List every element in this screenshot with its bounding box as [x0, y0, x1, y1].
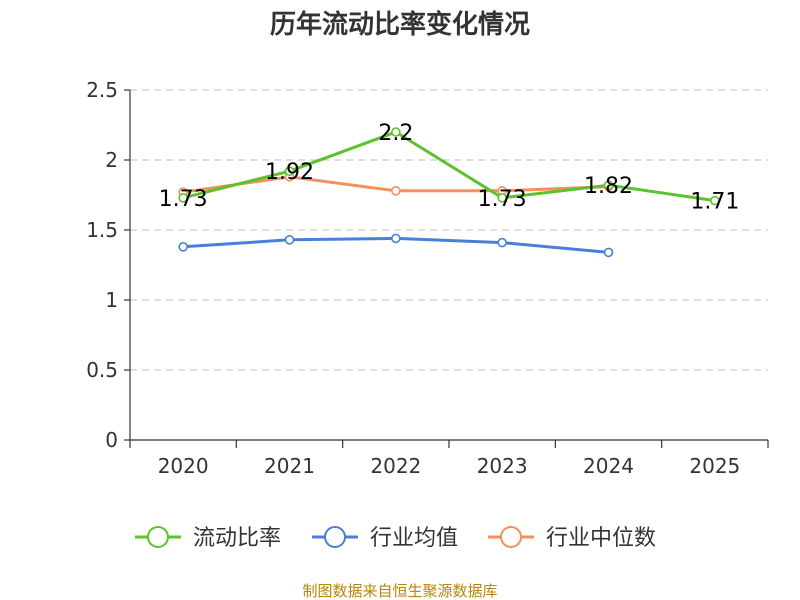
- x-tick-label: 2025: [689, 454, 740, 478]
- data-label: 1.71: [690, 190, 739, 215]
- x-tick-label: 2020: [158, 454, 209, 478]
- data-point: [497, 237, 507, 248]
- x-tick-label: 2024: [583, 454, 634, 478]
- y-tick-label: 1.5: [86, 218, 118, 242]
- legend-marker: [147, 526, 169, 548]
- series-line-0: [182, 130, 716, 203]
- grid-lines: [130, 89, 768, 371]
- data-point: [284, 235, 295, 245]
- data-label: 1.73: [159, 187, 208, 212]
- data-point: [284, 166, 295, 176]
- y-tick-label: 0.5: [86, 358, 118, 382]
- legend-marker: [324, 526, 346, 548]
- chart-title: 历年流动比率变化情况: [270, 9, 530, 40]
- data-labels: 1.73 1.92 2.2 1.73 1.82 1.71: [159, 121, 740, 215]
- data-label: 1.73: [478, 187, 527, 212]
- data-point: [178, 242, 188, 252]
- data-point: [178, 193, 188, 203]
- legend[interactable]: 流动比率 行业均值 行业中位数: [135, 526, 656, 551]
- data-point: [603, 180, 614, 190]
- x-tick-label: 2021: [264, 454, 315, 478]
- data-point: [603, 247, 614, 258]
- x-tick-label: 2022: [370, 454, 421, 478]
- data-label: 1.92: [265, 160, 314, 185]
- y-tick-label: 2: [105, 148, 118, 172]
- legend-label: 行业均值: [370, 526, 458, 551]
- y-tick-label: 0: [105, 428, 118, 452]
- legend-label: 行业中位数: [546, 526, 656, 551]
- data-point: [710, 195, 720, 206]
- data-point: [391, 127, 401, 137]
- y-tick-label: 1: [105, 288, 118, 312]
- legend-item-1[interactable]: 行业均值: [312, 526, 458, 551]
- series-group: [178, 127, 720, 258]
- data-label: 2.2: [378, 121, 413, 146]
- data-point: [391, 233, 401, 244]
- data-label: 1.82: [584, 174, 633, 199]
- legend-label: 流动比率: [193, 526, 281, 551]
- legend-item-2[interactable]: 行业中位数: [488, 526, 656, 551]
- legend-item-0[interactable]: 流动比率: [135, 526, 281, 551]
- legend-marker: [500, 526, 522, 548]
- axes: 0 0.5 1 1.5 2 2.5 2020 2021 2022 2023 2024 2025: [86, 78, 769, 478]
- x-tick-label: 2023: [477, 454, 528, 478]
- data-point: [497, 193, 507, 203]
- source-note: 制图数据来自恒生聚源数据库: [302, 582, 497, 600]
- data-point: [391, 186, 401, 196]
- y-tick-label: 2.5: [86, 78, 118, 102]
